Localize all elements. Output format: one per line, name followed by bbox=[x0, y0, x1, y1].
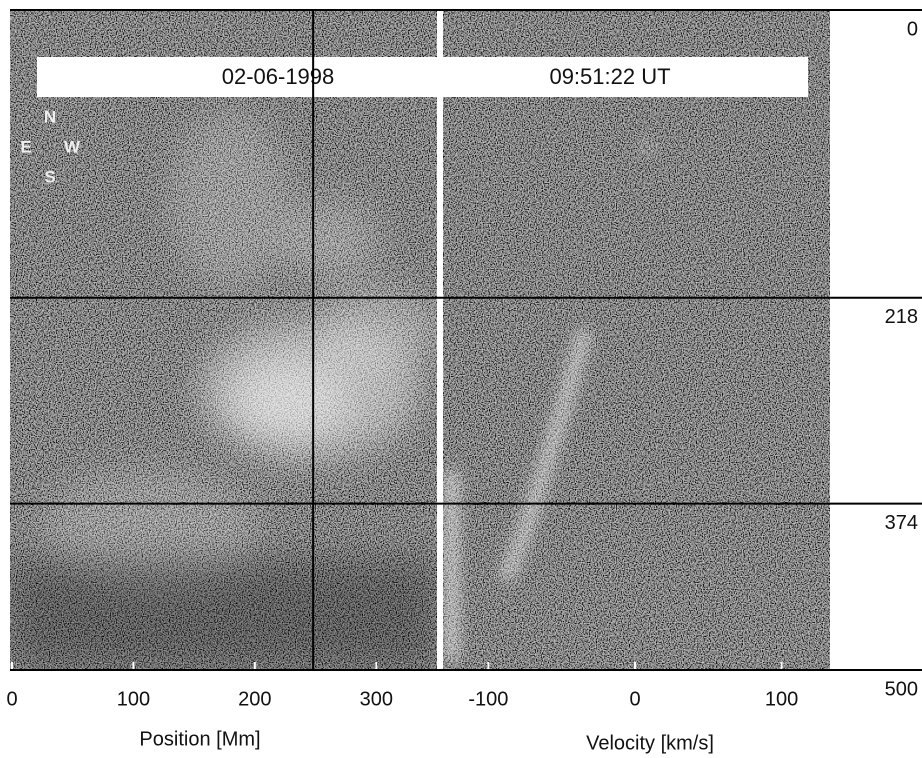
y-tick-label: 218 bbox=[885, 306, 918, 328]
date: 02-06-1998 bbox=[222, 64, 335, 89]
y-tick-label: 500 bbox=[885, 678, 918, 700]
compass: W bbox=[64, 137, 81, 156]
compass: E bbox=[20, 137, 31, 156]
x-tick-label: 300 bbox=[360, 688, 393, 710]
x-tick-label: 0 bbox=[6, 688, 17, 710]
x-tick-label: 100 bbox=[765, 688, 798, 710]
x-tick-label: 0 bbox=[629, 688, 640, 710]
x-tick-label: 100 bbox=[117, 688, 150, 710]
panel-divider bbox=[437, 10, 443, 670]
y-tick-label: 0 bbox=[907, 18, 918, 40]
compass: N bbox=[44, 107, 56, 126]
x-axis-label: Velocity [km/s] bbox=[586, 732, 714, 754]
time: 09:51:22 UT bbox=[549, 64, 670, 89]
header-box bbox=[37, 57, 808, 97]
x-tick-label: 200 bbox=[238, 688, 271, 710]
y-tick-label: 374 bbox=[885, 512, 918, 534]
x-axis-label: Position [Mm] bbox=[139, 728, 260, 750]
image-left bbox=[10, 10, 437, 670]
x-tick-label: -100 bbox=[468, 688, 508, 710]
image-right bbox=[443, 10, 830, 670]
compass: S bbox=[44, 167, 55, 186]
